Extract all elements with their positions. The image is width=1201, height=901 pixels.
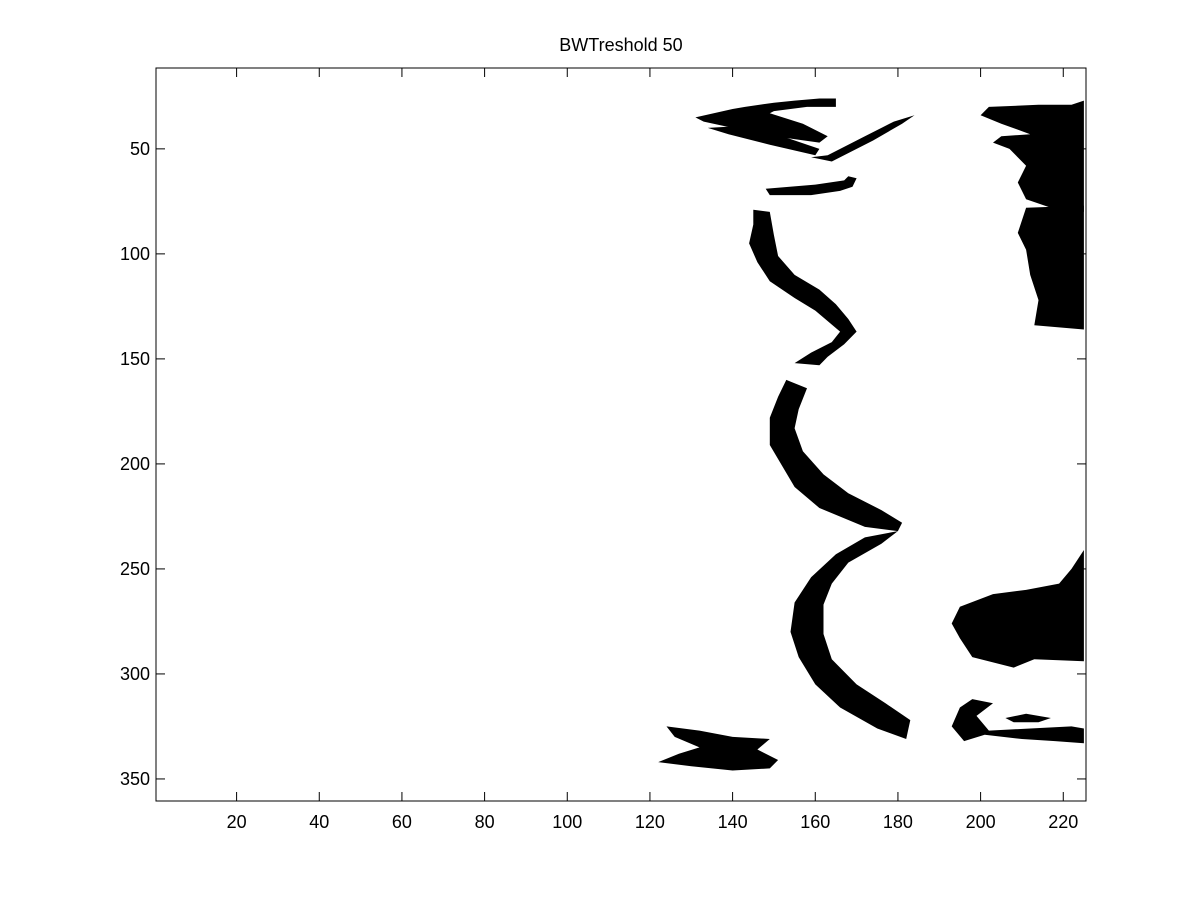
axes-frame	[155, 67, 1087, 802]
plot-area	[156, 68, 1086, 801]
x-tick-label-60: 60	[392, 812, 412, 832]
y-tick-label-250: 250	[120, 559, 150, 579]
x-tick-label-160: 160	[800, 812, 830, 832]
region-top-left-blob	[695, 98, 836, 143]
region-small-spots	[765, 176, 857, 196]
region-top-right-arm	[811, 115, 915, 162]
region-right-mid-mass	[1017, 205, 1084, 330]
chart-title: BWTreshold 50	[559, 35, 682, 55]
region-right-bottom-strip	[951, 699, 1084, 744]
y-tick-label-350: 350	[120, 769, 150, 789]
x-tick-label-100: 100	[552, 812, 582, 832]
x-tick-label-120: 120	[635, 812, 665, 832]
binary-image	[658, 98, 1084, 771]
x-tick-labels: 20 40 60 80 100 120 140 160 180 200 220	[227, 812, 1079, 832]
x-tick-label-140: 140	[718, 812, 748, 832]
x-tick-label-40: 40	[309, 812, 329, 832]
x-tick-label-180: 180	[883, 812, 913, 832]
region-upper-s-curve	[749, 209, 857, 366]
x-tick-label-200: 200	[966, 812, 996, 832]
y-tick-label-150: 150	[120, 349, 150, 369]
y-tick-label-300: 300	[120, 664, 150, 684]
x-tick-label-220: 220	[1048, 812, 1078, 832]
region-bottom-blob	[658, 726, 779, 771]
y-tick-label-50: 50	[130, 139, 150, 159]
tick-marks	[156, 68, 1086, 801]
y-tick-label-100: 100	[120, 244, 150, 264]
region-lower-curve	[790, 531, 911, 739]
x-tick-label-80: 80	[475, 812, 495, 832]
x-tick-label-20: 20	[227, 812, 247, 832]
region-middle-curve	[769, 379, 903, 532]
y-tick-label-200: 200	[120, 454, 150, 474]
region-top-wedge	[707, 125, 820, 156]
region-right-upper-mass	[980, 100, 1084, 212]
region-right-bottom-hook	[1005, 713, 1051, 723]
region-right-lower-mass	[951, 550, 1084, 668]
y-tick-labels: 50 100 150 200 250 300 350	[120, 139, 150, 789]
